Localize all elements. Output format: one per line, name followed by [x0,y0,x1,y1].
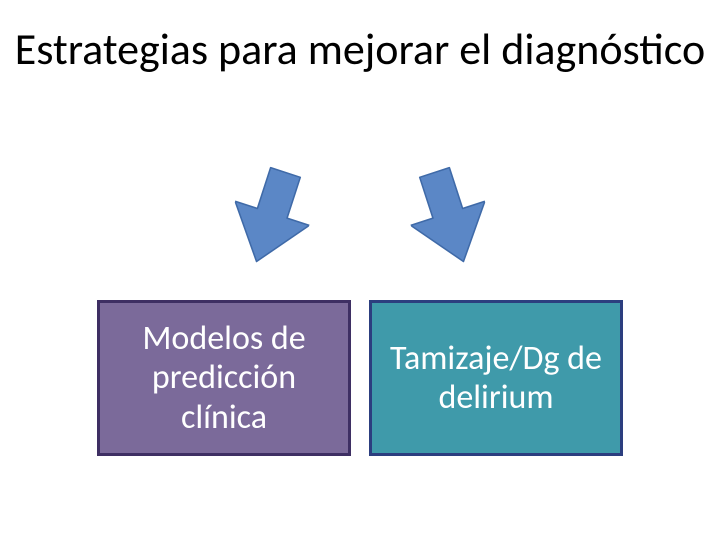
slide-title: Estrategias para mejorar el diagnóstico [0,24,720,75]
box-left-label: Modelos de predicción clínica [110,319,338,436]
box-left: Modelos de predicción clínica [97,300,351,456]
box-right: Tamizaje/Dg de delirium [369,300,623,456]
arrow-down-left-icon [219,158,323,275]
slide: Estrategias para mejorar el diagnóstico … [0,0,720,540]
arrow-shape-right [397,160,500,273]
box-right-label: Tamizaje/Dg de delirium [382,339,610,417]
boxes-container: Modelos de predicción clínica Tamizaje/D… [0,300,720,456]
arrow-shape-left [219,160,322,273]
arrow-down-right-icon [397,158,501,275]
arrows-container [0,168,720,266]
